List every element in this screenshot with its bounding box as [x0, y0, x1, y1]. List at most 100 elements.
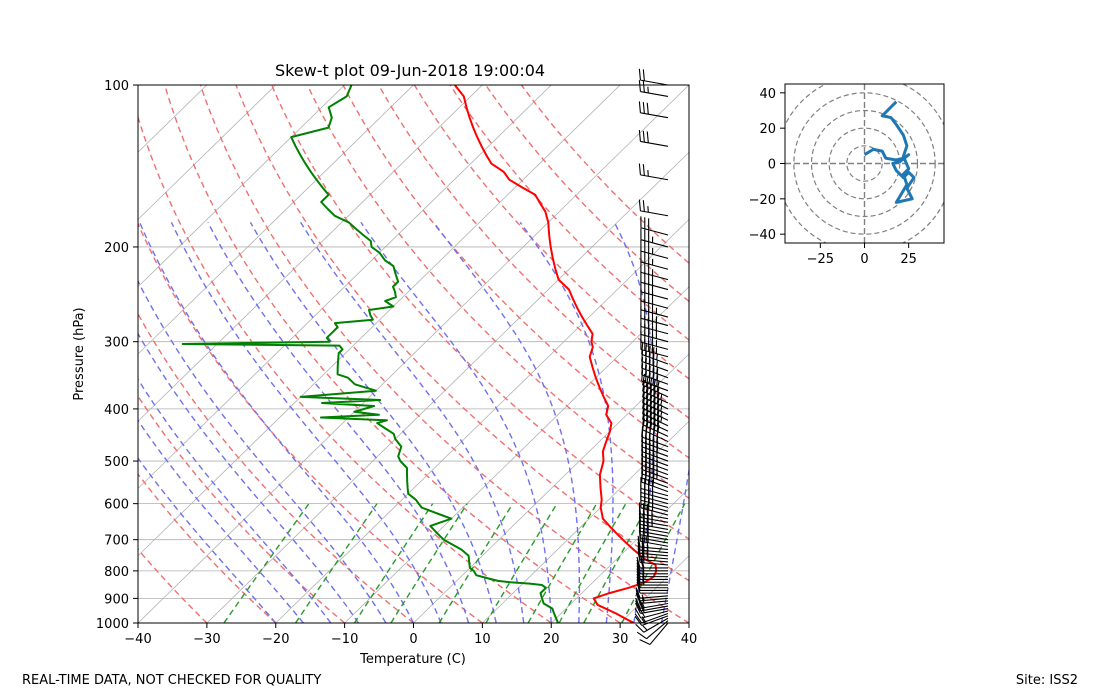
wind-barb: [640, 216, 669, 236]
footer-quality-note: REAL-TIME DATA, NOT CHECKED FOR QUALITY: [22, 673, 322, 688]
wind-barb-flag: [648, 359, 651, 371]
isotherm-line: [138, 85, 689, 623]
wind-barb-flag: [641, 542, 645, 554]
hodograph-x-tick-label: 0: [860, 252, 868, 267]
wind-barb-staff: [642, 407, 669, 421]
wind-barb-flag: [635, 602, 641, 614]
wind-barb: [638, 163, 669, 181]
wind-barb-staff: [640, 174, 669, 181]
isotherm-line: [550, 487, 689, 623]
wind-barb-flag: [642, 164, 645, 176]
skewt-series: [181, 85, 658, 623]
mixing-ratio-line: [438, 503, 514, 623]
wind-barb-flag: [644, 351, 647, 363]
wind-barb-flag: [642, 408, 646, 420]
wind-barb: [640, 228, 669, 248]
wind-barb-staff: [641, 380, 669, 392]
wind-barb: [642, 408, 669, 432]
wind-barb-flag: [635, 600, 641, 612]
wind-barb-flag: [639, 599, 645, 611]
wind-barb: [638, 80, 669, 97]
wind-barb-staff: [640, 561, 669, 566]
moist-adiabat-line: [249, 221, 497, 623]
wind-barb-staff: [641, 360, 669, 372]
dewpoint-profile-line: [181, 85, 560, 623]
wind-barb-staff: [640, 552, 669, 557]
wind-barb-staff: [640, 549, 669, 554]
skewt-x-ticks: −40 −30 −20 −10 0 10 20 30 40: [124, 623, 697, 647]
y-tick-label: 700: [104, 534, 129, 549]
mixing-ratio-line: [294, 503, 378, 623]
wind-barb-staff: [640, 333, 669, 343]
wind-barb-staff: [640, 507, 669, 516]
wind-barb-flag: [638, 199, 641, 211]
y-tick-label: 500: [104, 455, 129, 470]
moist-adiabat-line: [138, 419, 304, 623]
hodograph-ring: [793, 92, 936, 235]
wind-barb-half-flag: [656, 360, 658, 367]
wind-barb-staff: [640, 210, 669, 217]
wind-barb-staff: [649, 622, 669, 645]
wind-barb-flag: [637, 535, 641, 548]
wind-barb-flag: [636, 573, 641, 586]
wind-barb-staff: [640, 608, 669, 614]
isotherm-line: [482, 420, 689, 623]
wind-barb-staff: [641, 446, 669, 457]
hodograph-rings: [785, 84, 944, 243]
wind-barb-flag: [652, 354, 655, 366]
isotherm-line: [138, 85, 414, 355]
wind-barb-staff: [640, 325, 669, 335]
y-tick-label: 100: [104, 79, 129, 94]
wind-barb-staff: [642, 402, 669, 416]
wind-barb-staff: [642, 418, 669, 432]
isotherm-line: [619, 555, 689, 623]
wind-barb-staff: [640, 261, 669, 270]
wind-barb: [635, 602, 669, 614]
dry-adiabat-line: [271, 85, 689, 540]
dry-adiabat-line: [306, 85, 689, 500]
wind-barb: [636, 620, 669, 640]
wind-barb-flag: [648, 352, 651, 365]
hodograph-ring: [846, 145, 883, 182]
wind-barb-staff: [640, 555, 669, 560]
wind-barb-staff: [640, 341, 669, 350]
wind-barb-staff: [640, 595, 669, 599]
chart-title: Skew-t plot 09-Jun-2018 19:00:04: [275, 61, 545, 80]
moist-adiabat-line: [138, 279, 387, 623]
x-tick-label: −10: [331, 632, 358, 647]
wind-barb-staff: [646, 620, 669, 640]
wind-barb-staff: [640, 597, 669, 602]
wind-barb-flag: [635, 597, 641, 609]
moist-adiabat-line: [207, 221, 470, 623]
dry-adiabat-line: [485, 85, 689, 303]
wind-barb-staff: [640, 513, 669, 520]
wind-barb-flag: [642, 130, 645, 143]
wind-barb-staff: [640, 605, 669, 612]
wind-barb: [636, 559, 668, 572]
wind-barb-flag: [642, 200, 645, 212]
y-axis-label: Pressure (hPa): [72, 307, 87, 400]
wind-barb-staff: [641, 473, 669, 484]
wind-barb-staff: [640, 540, 669, 547]
temperature-profile-line: [454, 85, 658, 623]
wind-barb-staff: [641, 353, 669, 365]
wind-barb: [635, 587, 669, 599]
wind-barb-flag: [636, 631, 647, 640]
dry-adiabat-line: [235, 85, 689, 582]
wind-barb: [636, 579, 668, 592]
x-axis-label: Temperature (C): [359, 652, 466, 667]
wind-barb-flag: [636, 556, 641, 569]
wind-barb-staff: [640, 530, 669, 537]
moist-adiabat-line: [360, 221, 552, 623]
wind-barb-staff: [641, 441, 669, 453]
hodograph-axes: −25 0 25 −40 −20 0 20 40: [749, 83, 945, 267]
isotherm-line: [138, 85, 277, 221]
wind-barb-staff: [641, 481, 669, 493]
wind-barb-staff: [640, 112, 669, 119]
wind-barb-staff: [640, 602, 669, 609]
wind-barb-flag: [638, 502, 641, 514]
wind-barb-flag: [646, 131, 649, 143]
wind-barb-staff: [640, 534, 669, 541]
wind-barb: [640, 250, 669, 270]
hodograph-ring: [785, 84, 944, 243]
